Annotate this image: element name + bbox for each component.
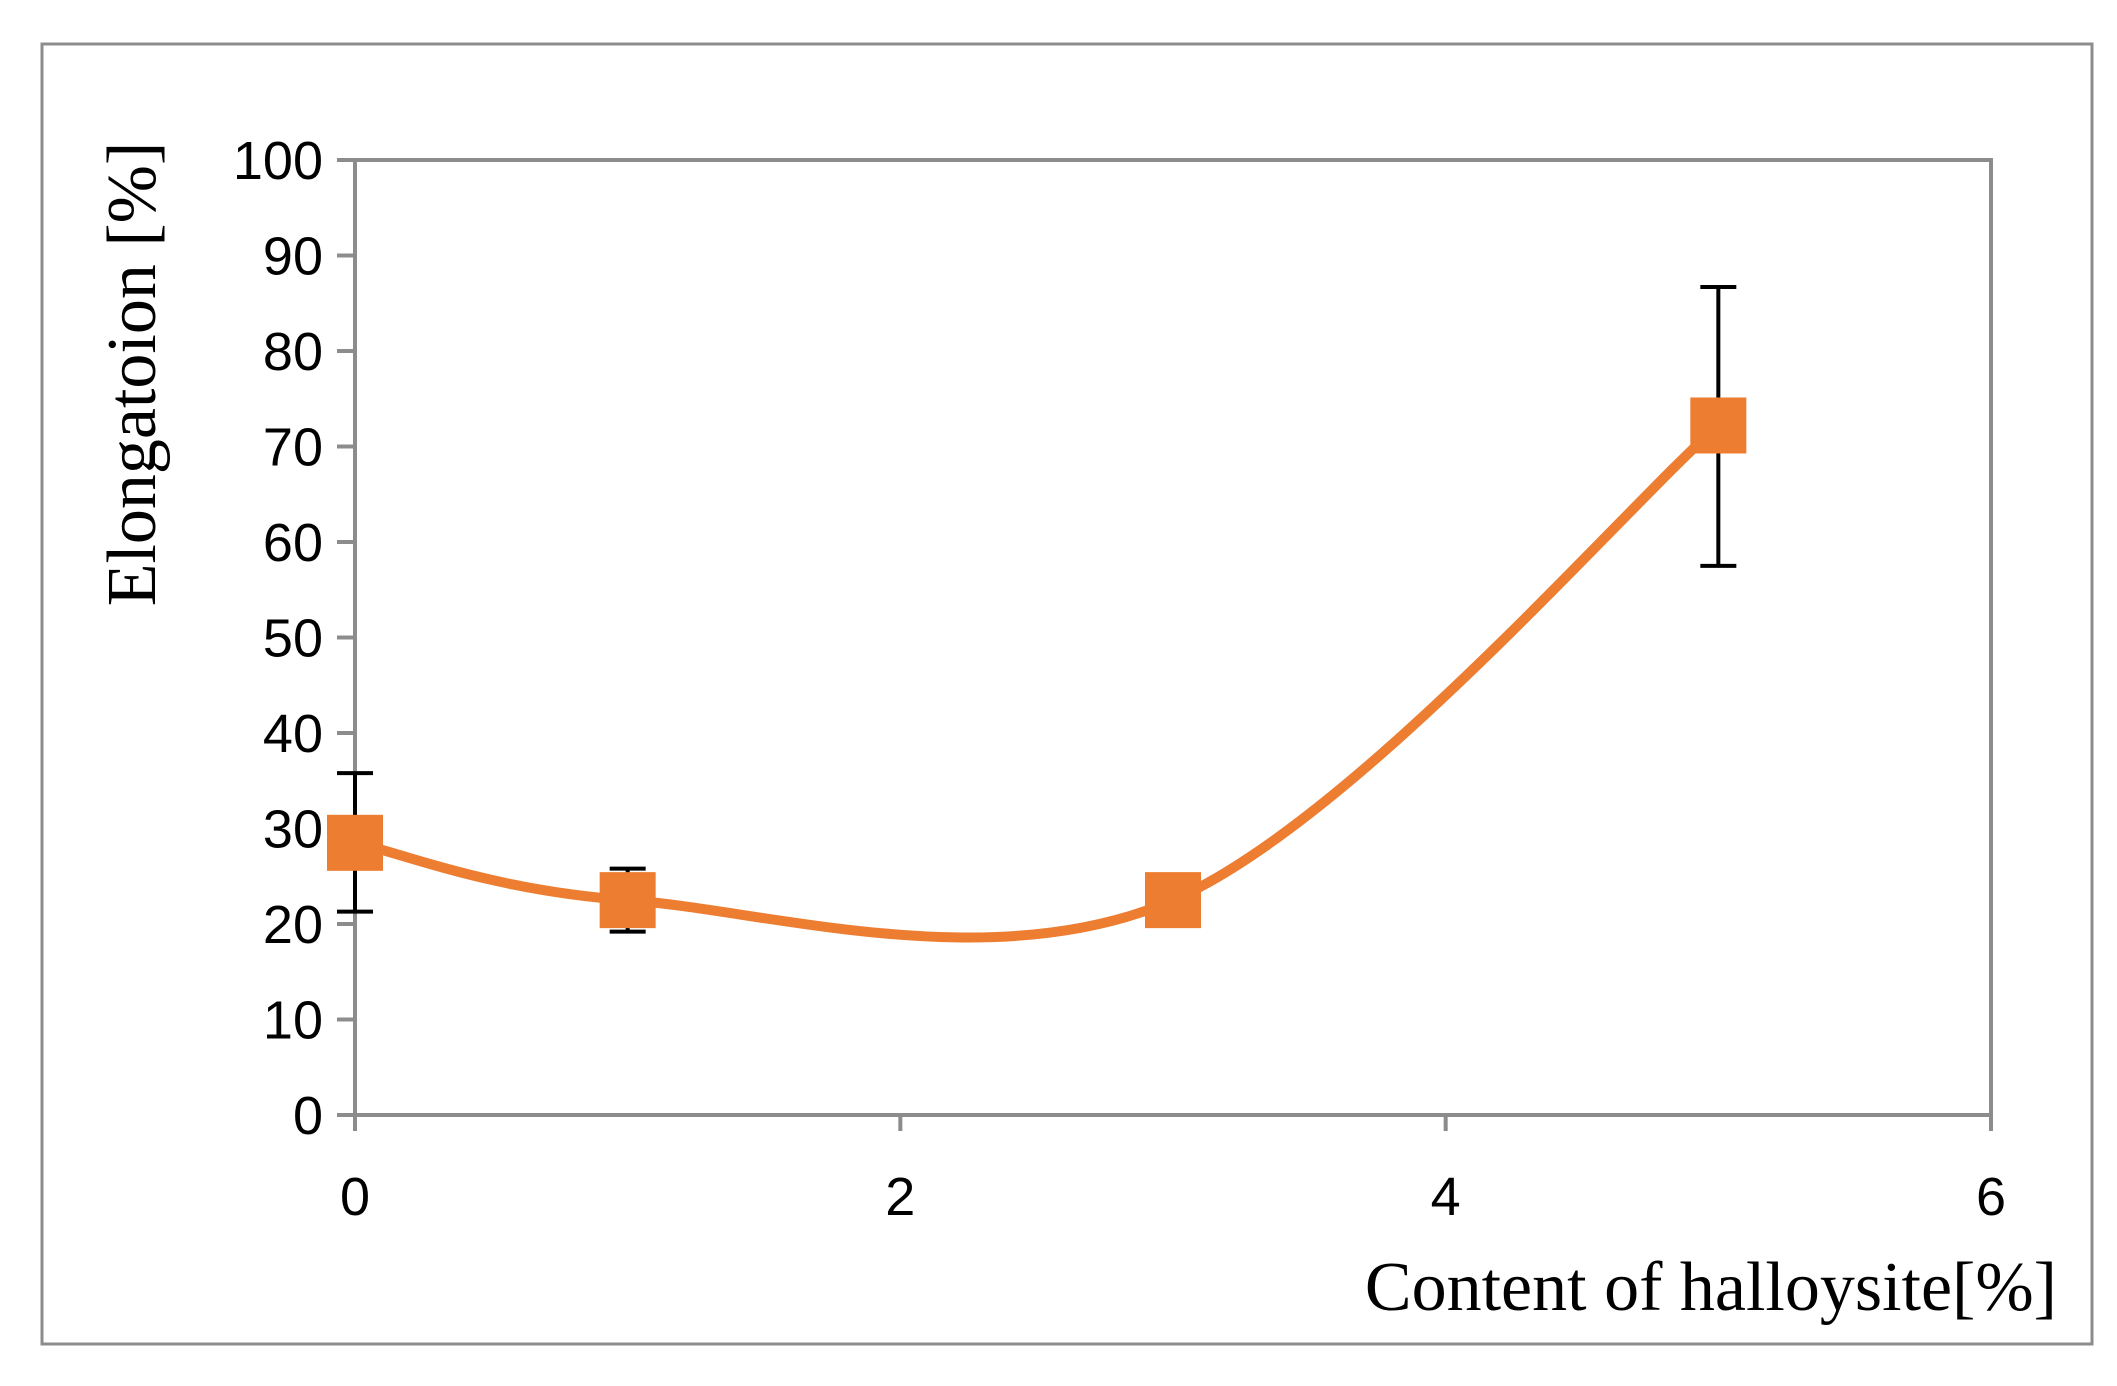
y-tick-label: 90 — [263, 227, 323, 287]
y-tick-label: 100 — [233, 131, 323, 191]
y-axis-title: Elongatoion [%] — [94, 142, 171, 607]
x-tick-label: 6 — [1976, 1167, 2006, 1227]
data-point-marker — [599, 872, 656, 929]
chart-frame — [40, 42, 2094, 1346]
data-point-marker — [1145, 872, 1201, 929]
y-tick-label: 70 — [263, 418, 323, 478]
y-tick-label: 80 — [263, 322, 323, 382]
y-tick-label: 40 — [263, 704, 323, 764]
y-axis: 0 10 20 30 40 50 60 70 80 90 100 — [233, 131, 355, 1146]
y-tick-label: 0 — [293, 1086, 323, 1146]
series-layer — [327, 285, 1747, 943]
y-tick-label: 20 — [263, 895, 323, 955]
x-axis: 0 2 4 6 — [340, 1115, 2006, 1227]
data-point-marker — [327, 814, 383, 871]
x-tick-label: 0 — [340, 1167, 370, 1227]
x-tick-label: 2 — [885, 1167, 915, 1227]
y-tick-label: 10 — [263, 991, 323, 1051]
data-point-marker — [1690, 397, 1747, 454]
x-tick-label: 4 — [1431, 1167, 1461, 1227]
y-tick-label: 60 — [263, 513, 323, 573]
series-line — [350, 420, 1724, 943]
x-axis-title: Content of halloysite[%] — [1365, 1249, 2057, 1326]
y-tick-label: 50 — [263, 609, 323, 669]
y-tick-label: 30 — [263, 800, 323, 860]
